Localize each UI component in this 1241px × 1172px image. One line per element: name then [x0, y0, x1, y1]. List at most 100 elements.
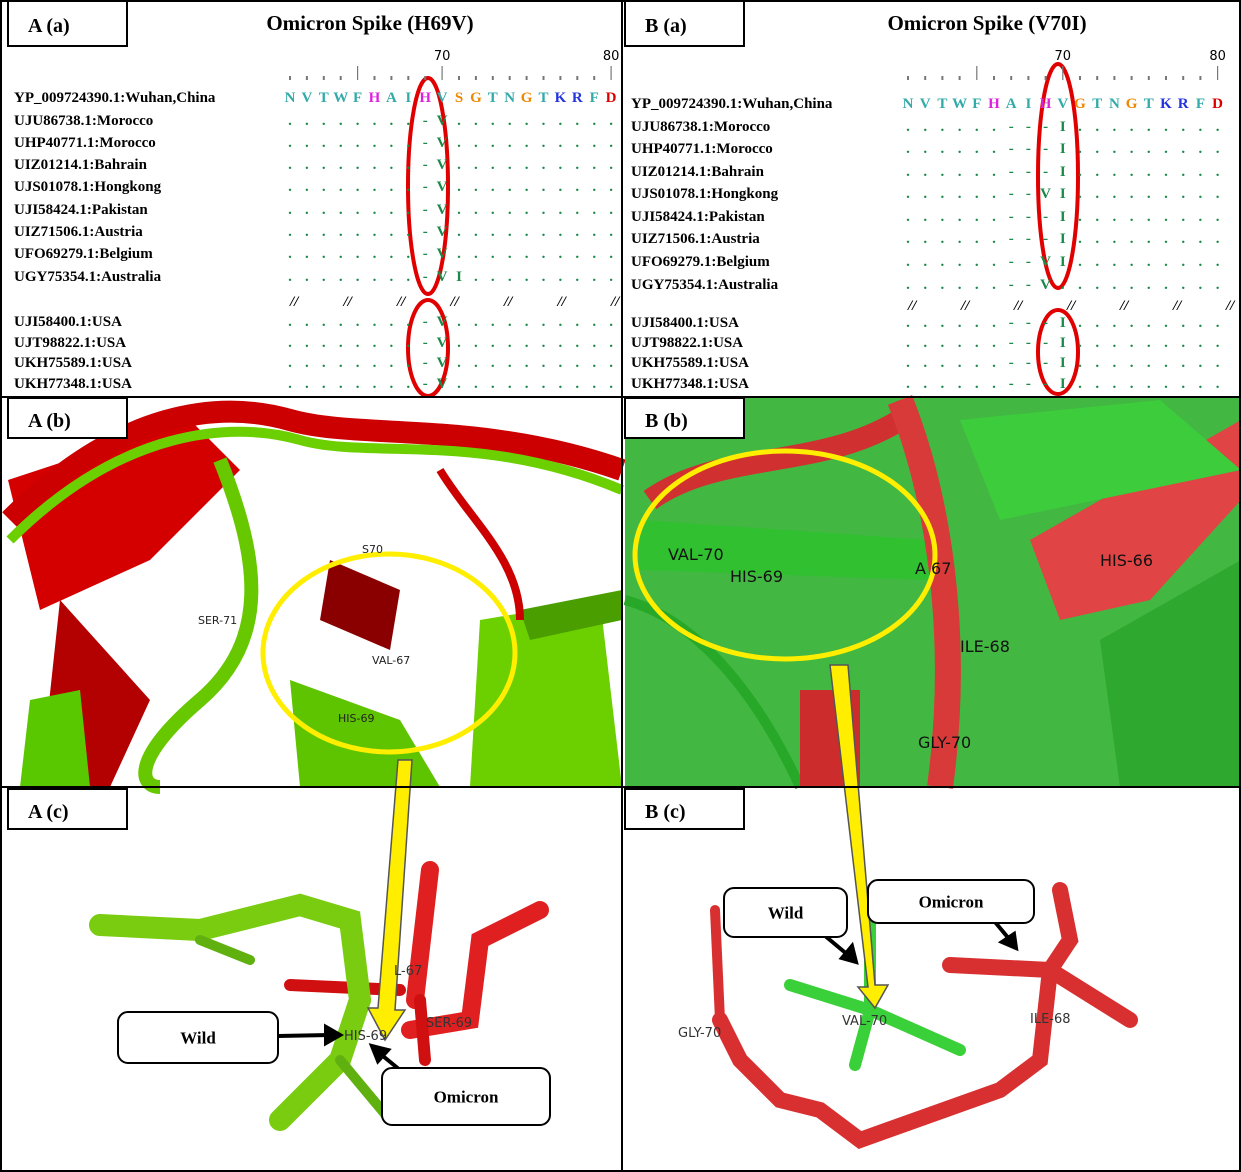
- residue: T: [1092, 96, 1102, 112]
- sequence-name: UGY75354.1:Australia: [14, 269, 162, 285]
- sequence-name: UKH77348.1:USA: [14, 376, 132, 392]
- sequence-name: UKH75589.1:USA: [631, 355, 749, 371]
- residue-label: ILE-68: [1030, 1012, 1071, 1027]
- sequence-name: UKH75589.1:USA: [14, 355, 132, 371]
- residue: A: [1006, 96, 1017, 112]
- residue: G: [1074, 96, 1086, 112]
- sequence-name: UJS01078.1:Hongkong: [14, 179, 162, 195]
- sequence-name: UJI58400.1:USA: [14, 314, 122, 330]
- ruler-label: 80: [603, 49, 620, 64]
- residue-label: HIS-69: [344, 1029, 387, 1044]
- callout: Wild: [768, 904, 804, 923]
- residue: G: [1126, 96, 1138, 112]
- panel-label: B (b): [645, 410, 688, 432]
- panel-label: B (c): [645, 801, 686, 823]
- residue-label: VAL-67: [372, 654, 410, 667]
- residue: F: [353, 90, 362, 106]
- sequence-name: UJU86738.1:Morocco: [631, 119, 770, 135]
- panel-label: A (b): [28, 410, 71, 432]
- sequence-name: UIZ71506.1:Austria: [631, 231, 760, 247]
- sequence-name: UJT98822.1:USA: [631, 335, 743, 351]
- residue: N: [903, 96, 914, 112]
- residue: H: [1040, 96, 1052, 112]
- sequence-name: UGY75354.1:Australia: [631, 277, 779, 293]
- callout: Omicron: [434, 1088, 499, 1107]
- sequence-name: UFO69279.1:Belgium: [631, 254, 770, 270]
- sequence-name: UJU86738.1:Morocco: [14, 113, 153, 129]
- residue: V: [437, 90, 448, 106]
- residue: T: [937, 96, 947, 112]
- sequence-name: YP_009724390.1:Wuhan,China: [631, 96, 833, 112]
- callout: Omicron: [919, 893, 984, 912]
- callout: Wild: [180, 1029, 216, 1048]
- residue: K: [1160, 96, 1172, 112]
- sequence-name: UIZ71506.1:Austria: [14, 224, 143, 240]
- residue: R: [572, 90, 583, 106]
- residue: H: [988, 96, 1000, 112]
- residue: T: [488, 90, 498, 106]
- residue-label: S70: [362, 543, 383, 556]
- residue: K: [555, 90, 567, 106]
- residue: G: [470, 90, 482, 106]
- residue: R: [1178, 96, 1189, 112]
- residue: A: [386, 90, 397, 106]
- residue: T: [1144, 96, 1154, 112]
- residue-label: GLY-70: [918, 733, 971, 752]
- residue-label: VAL-70: [842, 1014, 887, 1029]
- residue: I: [405, 90, 411, 106]
- sequence-name: UJS01078.1:Hongkong: [631, 186, 779, 202]
- page: {"alignments":[ {"label":"A (a)","title"…: [0, 0, 1241, 1172]
- residue: H: [419, 90, 431, 106]
- panel-label: A (c): [28, 801, 69, 823]
- sequence-name: UJT98822.1:USA: [14, 335, 126, 351]
- residue: T: [319, 90, 329, 106]
- ruler-label: 70: [434, 49, 451, 64]
- sequence-name: UIZ01214.1:Bahrain: [14, 157, 148, 173]
- sequence-name: UHP40771.1:Morocco: [631, 141, 773, 157]
- sequence-name: UHP40771.1:Morocco: [14, 135, 156, 151]
- sequence-name: UJI58424.1:Pakistan: [631, 209, 765, 225]
- alignment-title: Omicron Spike (H69V): [266, 11, 473, 35]
- figure: A (a) Omicron Spike (H69V) 70 80 YP_00972439…: [0, 0, 1241, 1172]
- ruler-label: 70: [1055, 49, 1072, 64]
- residue: W: [333, 90, 348, 106]
- panel-label: A (a): [28, 15, 70, 37]
- residue-label: SER-71: [198, 614, 237, 627]
- ribbon: [20, 690, 90, 787]
- sequence-name: UJI58424.1:Pakistan: [14, 202, 148, 218]
- residue: N: [285, 90, 296, 106]
- sequence-name: UIZ01214.1:Bahrain: [631, 164, 765, 180]
- residue-label: HIS-66: [1100, 551, 1153, 570]
- residue: V: [920, 96, 931, 112]
- residue-label: A 67: [915, 559, 951, 578]
- residue: D: [1212, 96, 1223, 112]
- residue: D: [606, 90, 617, 106]
- residue-label: VAL-70: [668, 545, 724, 564]
- residue: F: [1196, 96, 1205, 112]
- residue: F: [972, 96, 981, 112]
- residue-label: L-67: [394, 964, 422, 979]
- residue: W: [952, 96, 967, 112]
- residue-label: ILE-68: [960, 637, 1010, 656]
- residue: H: [369, 90, 381, 106]
- alignment-title: Omicron Spike (V70I): [887, 11, 1086, 35]
- residue-label: GLY-70: [678, 1026, 721, 1041]
- panel-label: B (a): [645, 15, 687, 37]
- residue-label: HIS-69: [730, 567, 783, 586]
- residue-label: SER-69: [426, 1016, 472, 1031]
- residue-label: HIS-69: [338, 712, 374, 725]
- residue: V: [301, 90, 312, 106]
- sequence-name: YP_009724390.1:Wuhan,China: [14, 90, 216, 106]
- residue: S: [455, 90, 463, 106]
- residue: V: [1057, 96, 1068, 112]
- ruler-label: 80: [1209, 49, 1226, 64]
- residue: I: [1025, 96, 1031, 112]
- residue: T: [538, 90, 548, 106]
- sequence-name: UFO69279.1:Belgium: [14, 246, 153, 262]
- sequence-name: UJI58400.1:USA: [631, 315, 739, 331]
- residue: N: [504, 90, 515, 106]
- residue: F: [590, 90, 599, 106]
- sequence-name: UKH77348.1:USA: [631, 376, 749, 392]
- residue: G: [521, 90, 533, 106]
- residue: N: [1109, 96, 1120, 112]
